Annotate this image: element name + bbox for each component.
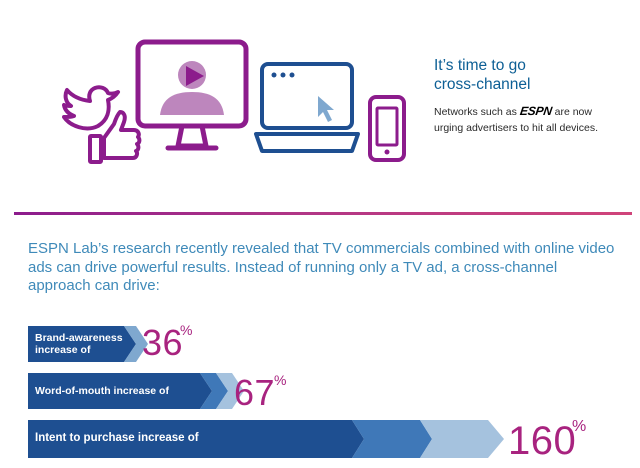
stat-intent-to-purchase-label: Intent to purchase increase of bbox=[35, 432, 199, 444]
headline-line-2: cross-channel bbox=[434, 76, 531, 93]
sub-after-logo: are now urging advertisers to hit all de… bbox=[434, 106, 598, 134]
headline: It’s time to go cross-channel bbox=[434, 56, 624, 94]
smartphone-icon bbox=[368, 95, 406, 162]
sub-before-logo: Networks such as bbox=[434, 106, 517, 118]
stat-word-of-mouth-percent: % bbox=[274, 372, 287, 388]
stat-intent-to-purchase-percent: % bbox=[572, 418, 587, 435]
stat-word-of-mouth-label: Word-of-mouth increase of bbox=[35, 385, 169, 397]
thumbs-up-icon bbox=[88, 110, 142, 164]
headline-line-1: It’s time to go bbox=[434, 57, 526, 74]
stat-brand-awareness-value: 36 bbox=[142, 322, 184, 363]
stat-brand-awareness: Brand-awareness increase of 36 % bbox=[28, 322, 208, 363]
stat-brand-awareness-bar bbox=[28, 326, 148, 362]
stat-brand-awareness-percent: % bbox=[180, 322, 193, 338]
stat-word-of-mouth: Word-of-mouth increase of 67 % bbox=[28, 372, 308, 413]
monitor-play-icon bbox=[135, 39, 249, 151]
laptop-cursor-icon bbox=[254, 62, 360, 153]
twitter-bird-icon bbox=[62, 85, 120, 131]
stat-intent-to-purchase-value: 160 bbox=[508, 419, 577, 463]
stat-word-of-mouth-bar bbox=[28, 373, 244, 409]
cross-channel-illustration bbox=[62, 39, 406, 164]
intro-paragraph: ESPN Lab’s research recently revealed th… bbox=[28, 240, 615, 294]
stat-word-of-mouth-value: 67 bbox=[234, 372, 276, 413]
stat-intent-to-purchase-bar bbox=[28, 420, 504, 458]
section-divider bbox=[14, 212, 632, 215]
stat-brand-awareness-label: Brand-awareness increase of bbox=[35, 332, 123, 356]
stat-intent-to-purchase: Intent to purchase increase of 160 % bbox=[28, 418, 618, 463]
subheadline: Networks such as ESPN are now urging adv… bbox=[434, 103, 624, 136]
espn-logo: ESPN bbox=[518, 104, 553, 118]
